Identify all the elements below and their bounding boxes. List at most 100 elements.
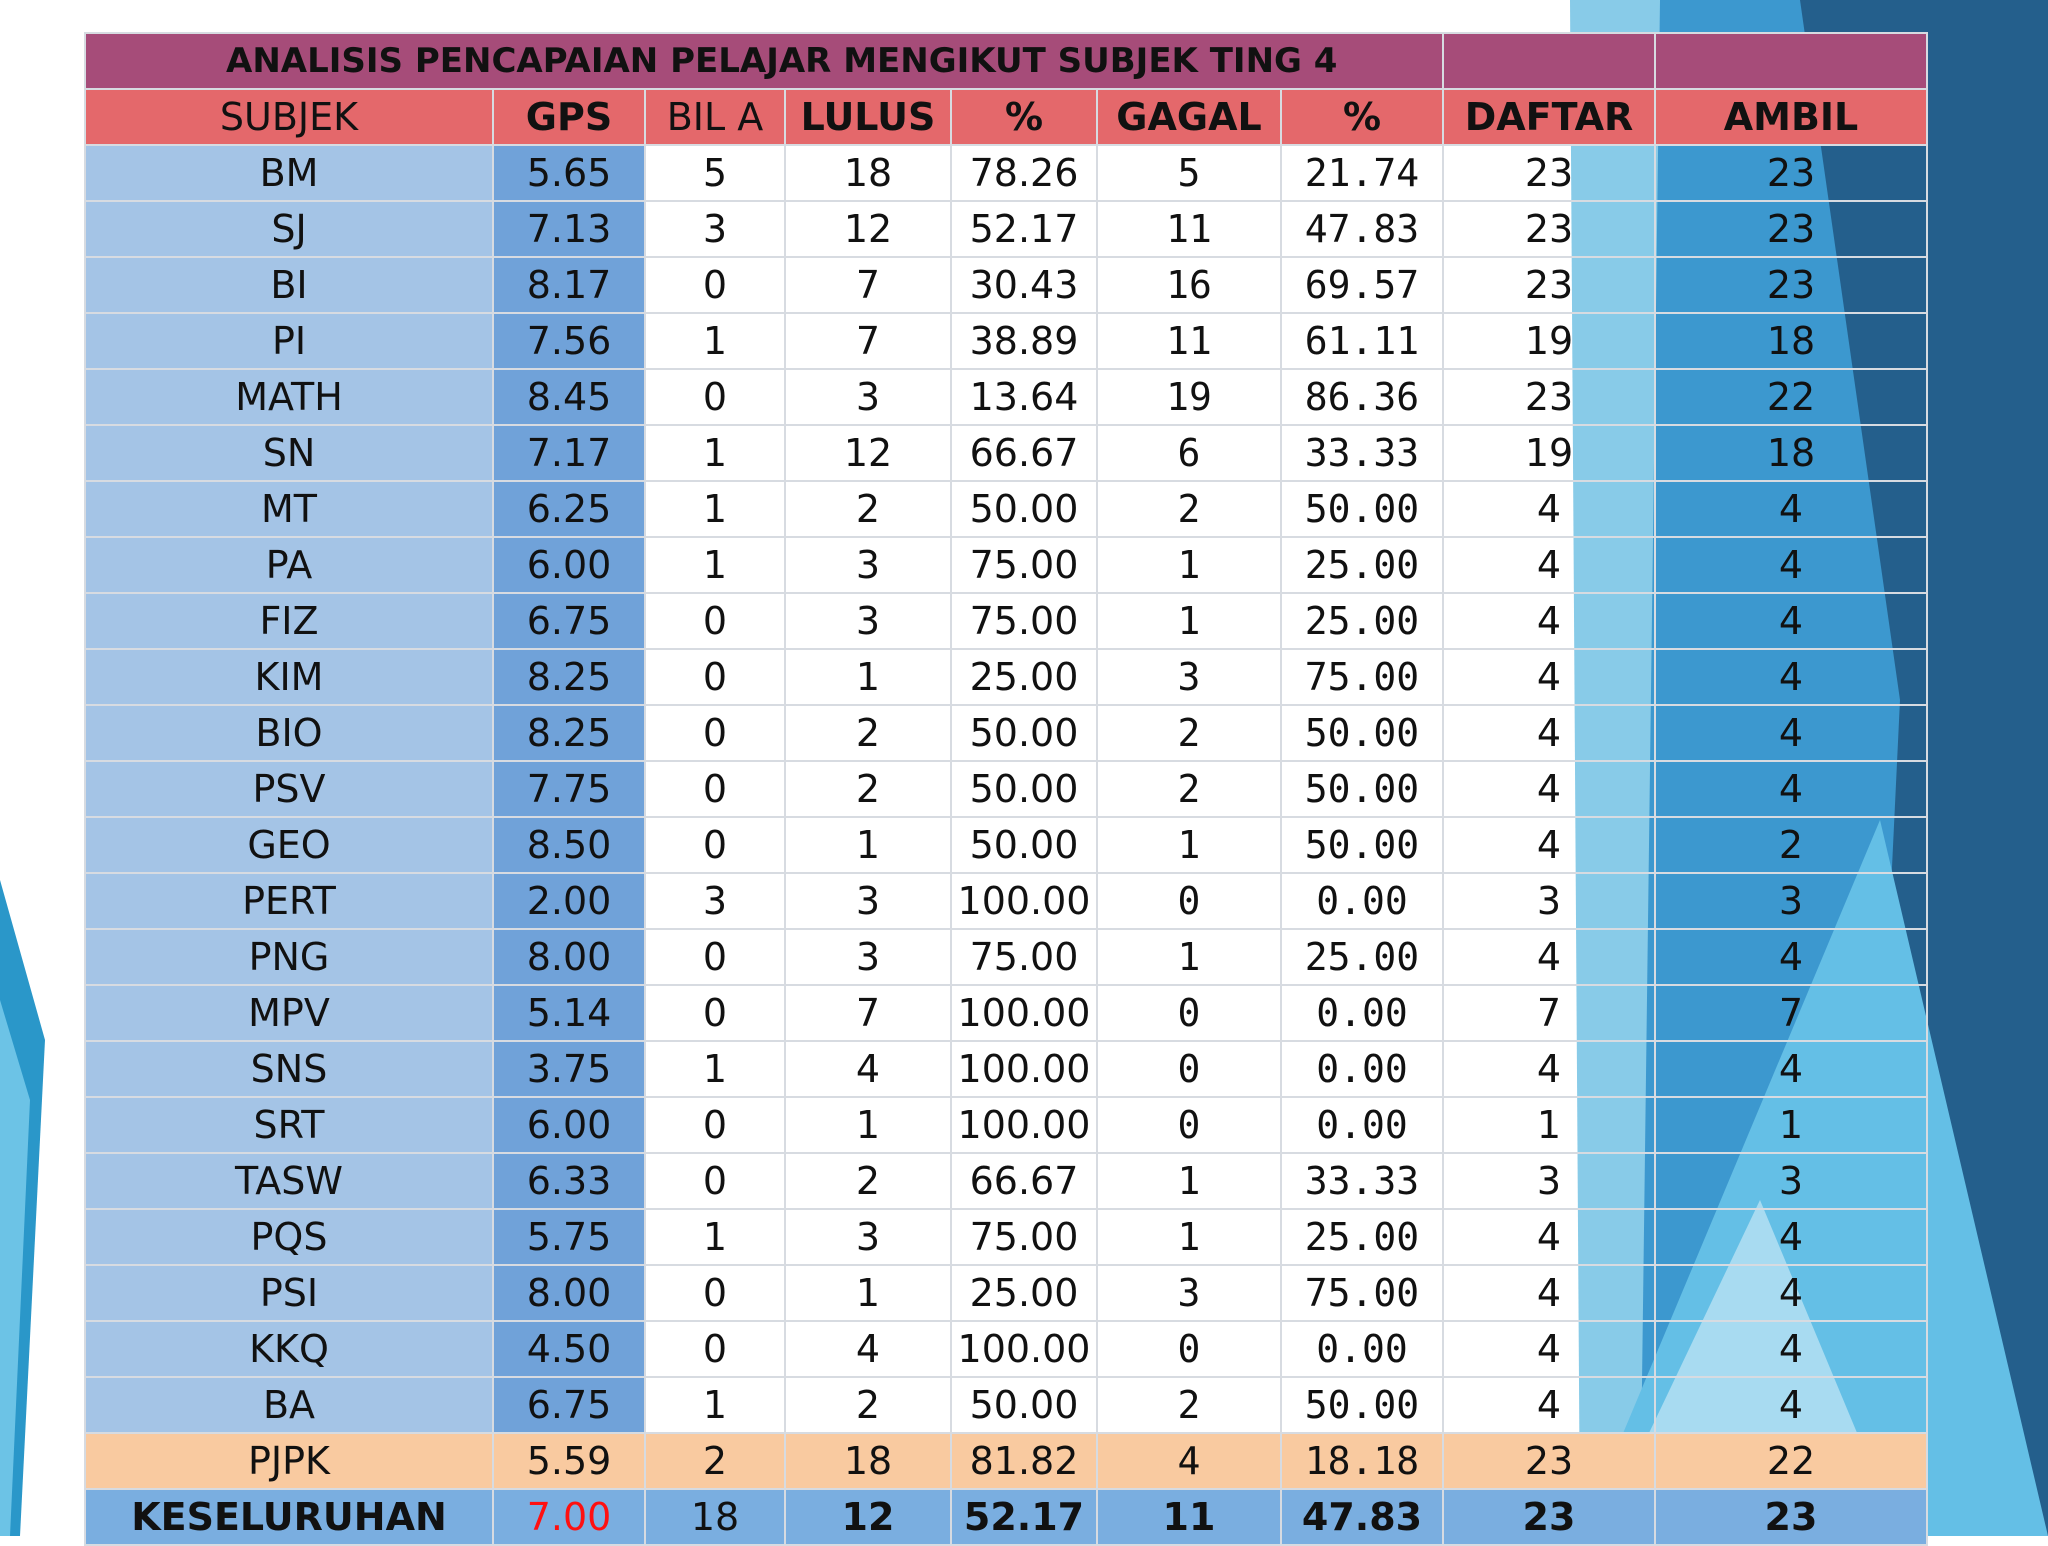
header-gps: GPS [492,88,646,146]
cell-bil-a: 0 [644,928,786,986]
cell-subject: PJPK [84,1432,494,1490]
table-row: SN 7.17 1 12 66.67 6 33.33 19 18 [84,424,1928,482]
cell-lulus: 2 [784,480,952,538]
cell-bil-a: 1 [644,312,786,370]
cell-subject: PNG [84,928,494,986]
cell-ambil: 4 [1654,704,1928,762]
cell-gagal: 1 [1096,928,1282,986]
cell-gagal-percent: 50.00 [1280,1376,1444,1434]
cell-gagal-percent: 33.33 [1280,1152,1444,1210]
cell-gagal-percent: 50.00 [1280,760,1444,818]
cell-subject: MATH [84,368,494,426]
cell-gps: 8.00 [492,1264,646,1322]
cell-gagal-percent: 33.33 [1280,424,1444,482]
cell-lulus-percent: 81.82 [950,1432,1098,1490]
cell-ambil: 4 [1654,536,1928,594]
cell-gagal: 1 [1096,536,1282,594]
cell-gagal-percent: 25.00 [1280,928,1444,986]
cell-lulus-percent: 50.00 [950,704,1098,762]
cell-bil-a: 0 [644,704,786,762]
cell-gagal: 1 [1096,1208,1282,1266]
table-row: PERT 2.00 3 3 100.00 0 0.00 3 3 [84,872,1928,930]
cell-lulus: 12 [784,200,952,258]
cell-lulus: 3 [784,1208,952,1266]
cell-gps: 6.75 [492,592,646,650]
cell-lulus-percent: 78.26 [950,144,1098,202]
total-daftar: 23 [1442,1488,1656,1546]
table-row: PSV 7.75 0 2 50.00 2 50.00 4 4 [84,760,1928,818]
cell-subject: PSI [84,1264,494,1322]
cell-lulus-percent: 66.67 [950,1152,1098,1210]
cell-gagal: 1 [1096,1152,1282,1210]
table-row: PQS 5.75 1 3 75.00 1 25.00 4 4 [84,1208,1928,1266]
cell-lulus: 1 [784,816,952,874]
cell-gagal-percent: 21.74 [1280,144,1444,202]
cell-bil-a: 0 [644,816,786,874]
header-gagal: GAGAL [1096,88,1282,146]
cell-gps: 8.25 [492,704,646,762]
table-row: KIM 8.25 0 1 25.00 3 75.00 4 4 [84,648,1928,706]
cell-subject: PSV [84,760,494,818]
cell-ambil: 23 [1654,144,1928,202]
cell-gagal-percent: 0.00 [1280,1096,1444,1154]
cell-bil-a: 1 [644,1040,786,1098]
cell-daftar: 4 [1442,592,1656,650]
header-bil-a: BIL A [644,88,786,146]
cell-gps: 6.00 [492,1096,646,1154]
cell-ambil: 18 [1654,312,1928,370]
cell-gagal: 16 [1096,256,1282,314]
cell-lulus: 3 [784,872,952,930]
cell-subject: PQS [84,1208,494,1266]
cell-gagal-percent: 25.00 [1280,1208,1444,1266]
total-bil-a: 18 [644,1488,786,1546]
cell-gagal: 6 [1096,424,1282,482]
cell-subject: MT [84,480,494,538]
achievement-table: ANALISIS PENCAPAIAN PELAJAR MENGIKUT SUB… [84,32,1928,1546]
cell-gagal: 2 [1096,480,1282,538]
cell-gps: 8.25 [492,648,646,706]
cell-gps: 8.17 [492,256,646,314]
cell-ambil: 4 [1654,1040,1928,1098]
cell-lulus-percent: 100.00 [950,984,1098,1042]
cell-gagal: 1 [1096,592,1282,650]
cell-daftar: 19 [1442,424,1656,482]
cell-subject: KIM [84,648,494,706]
title-spacer-daftar [1442,32,1656,90]
cell-daftar: 4 [1442,536,1656,594]
cell-subject: BA [84,1376,494,1434]
cell-daftar: 23 [1442,256,1656,314]
table-row: PI 7.56 1 7 38.89 11 61.11 19 18 [84,312,1928,370]
cell-gagal-percent: 0.00 [1280,872,1444,930]
cell-gagal: 3 [1096,648,1282,706]
cell-bil-a: 0 [644,1152,786,1210]
cell-daftar: 4 [1442,1208,1656,1266]
cell-lulus: 1 [784,1096,952,1154]
cell-lulus-percent: 25.00 [950,1264,1098,1322]
cell-gps: 6.00 [492,536,646,594]
cell-ambil: 4 [1654,1376,1928,1434]
cell-bil-a: 0 [644,648,786,706]
cell-lulus: 7 [784,312,952,370]
cell-lulus: 2 [784,1152,952,1210]
cell-gagal-percent: 0.00 [1280,984,1444,1042]
cell-lulus-percent: 38.89 [950,312,1098,370]
header-lulus-percent: % [950,88,1098,146]
cell-daftar: 4 [1442,928,1656,986]
cell-lulus: 18 [784,1432,952,1490]
cell-lulus-percent: 13.64 [950,368,1098,426]
header-row: SUBJEK GPS BIL A LULUS % GAGAL % DAFTAR … [84,88,1928,146]
cell-lulus: 1 [784,648,952,706]
cell-gagal: 11 [1096,200,1282,258]
cell-gagal-percent: 47.83 [1280,200,1444,258]
cell-gagal-percent: 50.00 [1280,704,1444,762]
header-subjek: SUBJEK [84,88,494,146]
cell-gagal: 0 [1096,1040,1282,1098]
cell-subject: BM [84,144,494,202]
cell-subject: TASW [84,1152,494,1210]
cell-subject: SNS [84,1040,494,1098]
cell-subject: PA [84,536,494,594]
cell-lulus-percent: 100.00 [950,1096,1098,1154]
cell-subject: BIO [84,704,494,762]
cell-lulus-percent: 30.43 [950,256,1098,314]
table-row: BI 8.17 0 7 30.43 16 69.57 23 23 [84,256,1928,314]
